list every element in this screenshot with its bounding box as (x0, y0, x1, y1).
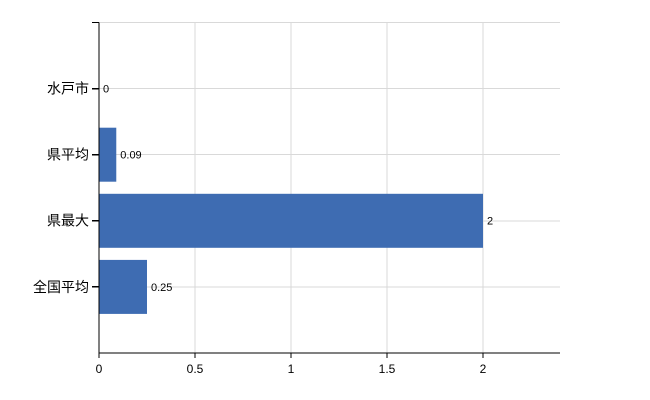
value-label: 0.25 (151, 282, 172, 294)
category-label: 全国平均 (33, 279, 89, 295)
bar (99, 193, 483, 248)
x-tick-label: 1.5 (379, 362, 396, 376)
category-label: 県平均 (47, 147, 89, 163)
bar (99, 259, 147, 314)
x-tick-label: 1 (288, 362, 295, 376)
category-label: 水戸市 (47, 81, 89, 97)
x-tick-label: 2 (480, 362, 487, 376)
bar (99, 127, 117, 182)
value-label: 0 (103, 83, 109, 95)
value-label: 0.09 (120, 150, 141, 162)
category-label: 県最大 (47, 213, 89, 229)
x-tick-label: 0.5 (187, 362, 204, 376)
x-tick-label: 0 (96, 362, 103, 376)
value-label: 2 (487, 216, 493, 228)
